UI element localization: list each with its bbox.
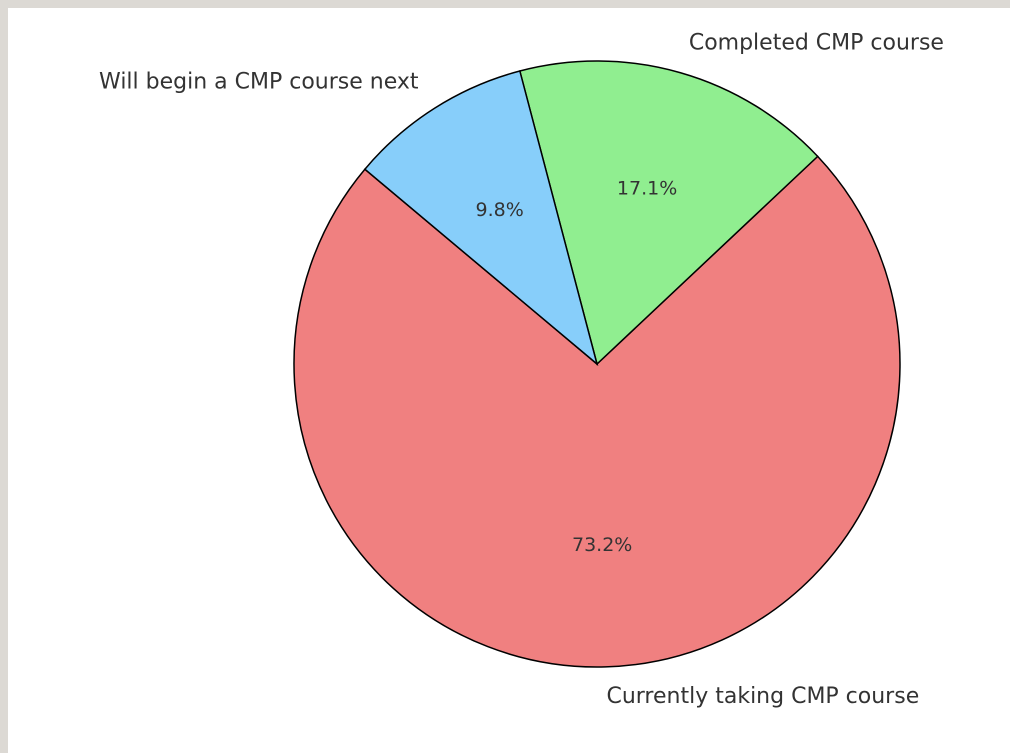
pct-label: 9.8% — [476, 199, 524, 221]
pct-label: 73.2% — [572, 534, 632, 556]
slice-label: Will begin a CMP course next — [99, 70, 419, 95]
pie-slice — [518, 60, 819, 366]
slice-label: Completed CMP course — [689, 31, 944, 56]
slice-label: Currently taking CMP course — [606, 684, 919, 709]
pct-label: 17.1% — [617, 178, 677, 200]
pie-slice — [293, 155, 901, 668]
pie-slice — [363, 70, 599, 367]
